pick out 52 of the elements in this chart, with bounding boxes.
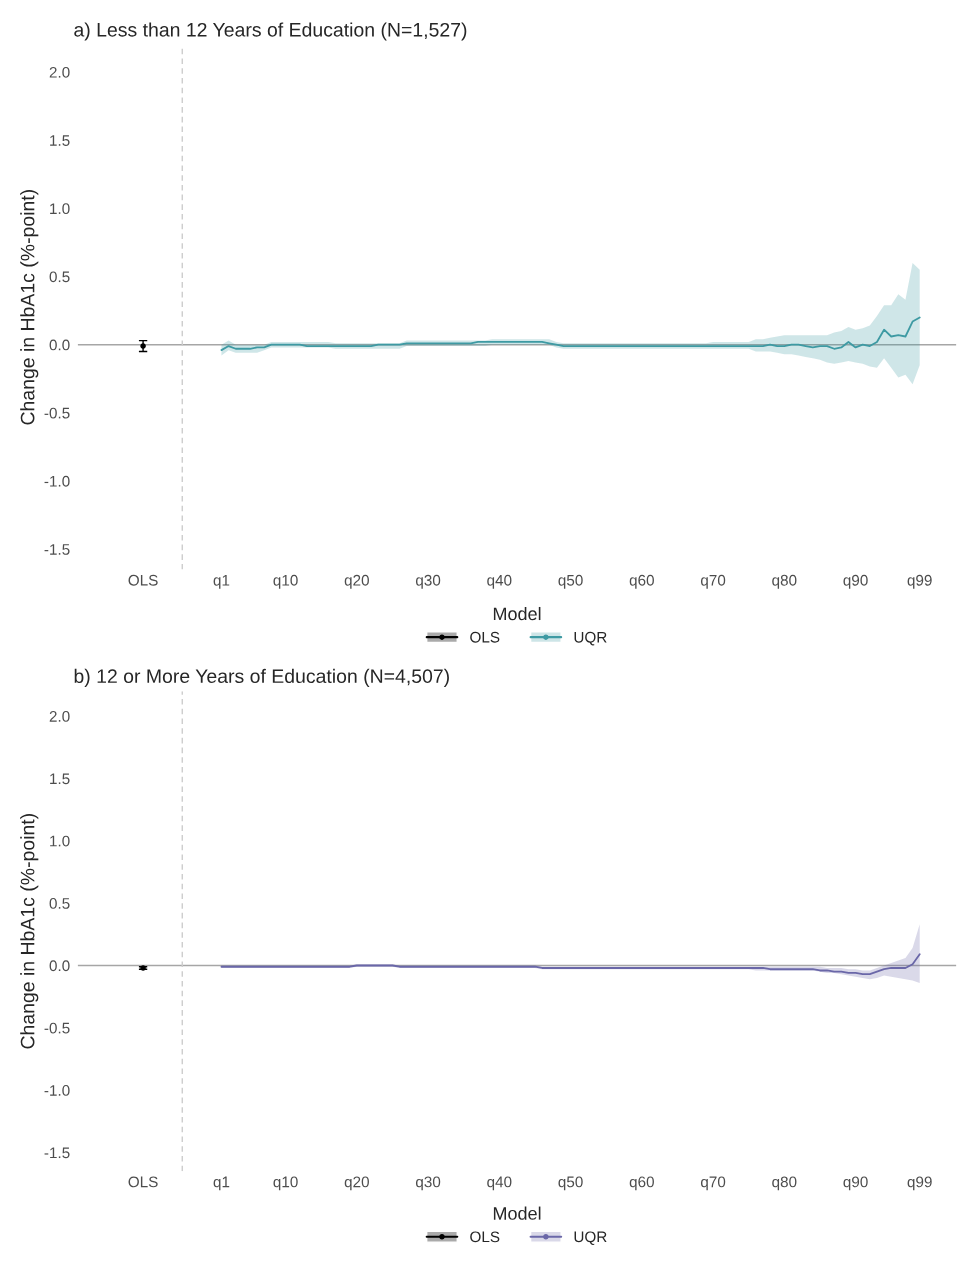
x-tick-label: q20 bbox=[344, 574, 369, 589]
legend-label: UQR bbox=[574, 631, 607, 646]
legend-title: Model bbox=[493, 1206, 541, 1220]
y-tick-label: 0.5 bbox=[49, 898, 70, 909]
y-tick-label: 0.0 bbox=[49, 960, 70, 972]
x-tick-label: q1 bbox=[213, 1176, 230, 1191]
y-tick-label: 0.5 bbox=[49, 271, 70, 283]
y-tick-label: -1.5 bbox=[44, 544, 70, 555]
x-tick-label: q70 bbox=[700, 1176, 726, 1191]
y-tick-label: -0.5 bbox=[44, 1022, 70, 1034]
y-axis-title: Change in HbA1c (%-point) bbox=[20, 814, 39, 1049]
x-tick-label: q50 bbox=[558, 574, 583, 589]
y-tick-label: 1.0 bbox=[50, 835, 70, 847]
x-tick-label: q30 bbox=[415, 1176, 441, 1191]
x-tick-label: q20 bbox=[344, 1176, 369, 1191]
x-tick-label: q10 bbox=[273, 574, 298, 589]
x-tick-label: q60 bbox=[629, 1176, 654, 1191]
y-tick-label: 1.5 bbox=[50, 135, 70, 146]
y-tick-label: 1.0 bbox=[50, 203, 70, 215]
y-tick-label: -0.5 bbox=[44, 407, 70, 419]
x-tick-label: q40 bbox=[487, 1176, 512, 1191]
y-tick-label: 1.5 bbox=[50, 773, 70, 785]
y-tick-label: -1.0 bbox=[44, 1085, 70, 1096]
x-tick-label: q80 bbox=[772, 1176, 797, 1191]
x-tick-label: OLS bbox=[128, 574, 158, 586]
legend-title: Model bbox=[493, 606, 541, 621]
x-tick-label: q40 bbox=[487, 574, 512, 589]
y-tick-label: 2.0 bbox=[49, 66, 70, 78]
x-tick-label: q99 bbox=[907, 1176, 932, 1191]
x-tick-label: q60 bbox=[629, 574, 654, 589]
legend-label: OLS bbox=[470, 1231, 500, 1243]
x-tick-label: q70 bbox=[700, 574, 726, 589]
y-tick-label: -1.5 bbox=[44, 1147, 70, 1159]
line-series bbox=[220, 953, 921, 976]
x-tick-label: q80 bbox=[772, 574, 797, 589]
chart-title: b) 12 or More Years of Education (N=4,507) bbox=[74, 668, 449, 687]
x-tick-label: q90 bbox=[843, 1176, 868, 1191]
x-tick-label: q90 bbox=[843, 574, 868, 589]
x-tick-label: q30 bbox=[415, 574, 441, 589]
y-tick-label: -1.0 bbox=[44, 475, 70, 487]
legend-label: UQR bbox=[574, 1231, 607, 1245]
x-tick-label: q1 bbox=[213, 575, 230, 589]
chart-title: a) Less than 12 Years of Education (N=1,527) bbox=[74, 22, 467, 41]
line-series bbox=[220, 316, 921, 352]
legend-label: OLS bbox=[470, 631, 500, 643]
y-tick-label: 2.0 bbox=[49, 711, 70, 722]
x-tick-label: q50 bbox=[558, 1176, 583, 1191]
y-axis-title: Change in HbA1c (%-point) bbox=[20, 190, 39, 425]
x-tick-label: q10 bbox=[273, 1176, 298, 1191]
x-tick-label: OLS bbox=[128, 1176, 158, 1188]
y-tick-label: 0.0 bbox=[49, 339, 70, 351]
x-tick-label: q99 bbox=[907, 574, 932, 589]
